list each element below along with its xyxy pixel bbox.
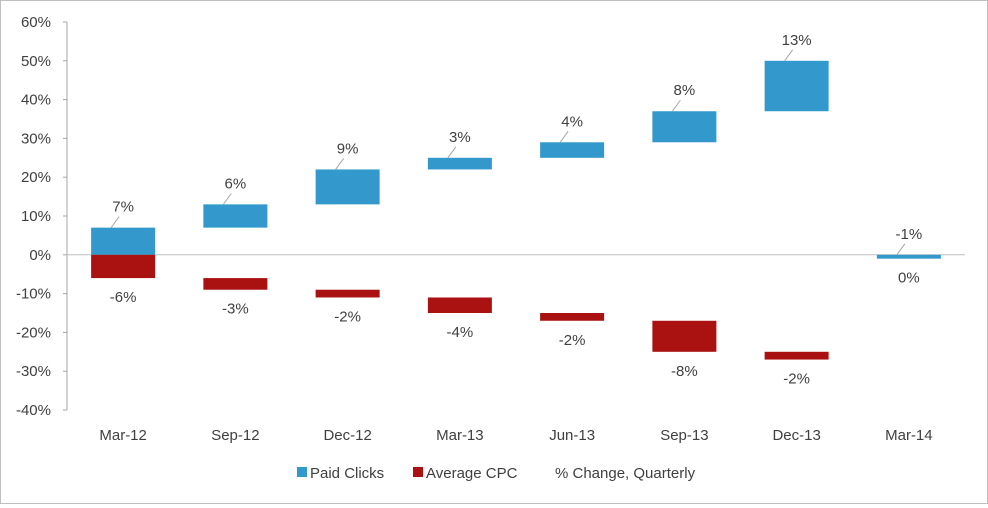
data-label-paid-clicks: 3% [449, 129, 471, 146]
axes: 60% 50% 40% 30% 20% 10% 0% -10% -20% -30% -40% Mar-… [16, 14, 965, 444]
bar-paid-clicks [91, 227, 156, 255]
leader-line [671, 99, 681, 112]
bar-paid-clicks [652, 111, 717, 143]
y-tick-label: 10% [21, 208, 51, 225]
y-tick-label: 20% [21, 169, 51, 186]
legend-note: % Change, Quarterly [555, 465, 696, 482]
bar-average-cpc [91, 254, 156, 279]
legend-label-paid-clicks: Paid Clicks [310, 465, 384, 482]
leader-line [784, 49, 794, 62]
legend: Paid Clicks Average CPC % Change, Quarte… [297, 465, 696, 482]
bar-average-cpc [315, 289, 380, 298]
data-label-paid-clicks: -1% [896, 226, 923, 243]
data-label-paid-clicks: 8% [674, 82, 696, 99]
bar-paid-clicks [427, 157, 492, 170]
x-tick-label: Mar-12 [99, 427, 147, 444]
legend-label-average-cpc: Average CPC [426, 465, 518, 482]
y-tick-label: 60% [21, 14, 51, 31]
y-tick-label: 50% [21, 53, 51, 70]
data-label-average-cpc: -2% [783, 371, 810, 388]
data-label-paid-clicks: 13% [782, 32, 812, 49]
bar-paid-clicks [764, 60, 829, 112]
x-tick-label: Jun-13 [549, 427, 595, 444]
leader-line [110, 216, 120, 228]
legend-swatch-paid-clicks [297, 467, 307, 477]
leader-line [559, 130, 569, 143]
data-label-paid-clicks: 4% [561, 113, 583, 130]
data-labels: 7% -6% 6% -3% 9% -2% 3% -4% 4% -2% 8% -8% 13% -2% -1% 0… [110, 32, 922, 388]
data-label-average-cpc: -3% [222, 301, 249, 318]
y-tick-label: -20% [16, 324, 51, 341]
bar-paid-clicks [315, 169, 380, 205]
x-tick-label: Dec-12 [323, 427, 371, 444]
data-label-average-cpc: -4% [447, 324, 474, 341]
data-label-paid-clicks: 6% [225, 175, 247, 192]
bar-paid-clicks [540, 142, 605, 158]
data-label-average-cpc: -2% [559, 332, 586, 349]
y-tick-label: 0% [29, 247, 51, 264]
x-tick-label: Mar-14 [885, 427, 933, 444]
x-tick-label: Sep-13 [660, 427, 708, 444]
data-label-paid-clicks: 7% [112, 199, 134, 216]
y-tick-label: -30% [16, 363, 51, 380]
leader-line [447, 146, 457, 159]
bar-average-cpc [764, 351, 829, 360]
x-tick-label: Dec-13 [772, 427, 820, 444]
data-label-average-cpc: -6% [110, 289, 137, 306]
y-tick-label: -40% [16, 402, 51, 419]
leader-line [335, 158, 345, 170]
x-tick-label: Sep-12 [211, 427, 259, 444]
data-label-paid-clicks: 9% [337, 140, 359, 157]
data-label-average-cpc: -2% [334, 308, 361, 325]
bar-paid-clicks [203, 204, 268, 228]
y-tick-label: -10% [16, 286, 51, 303]
bar-average-cpc [203, 278, 268, 290]
leader-line [896, 243, 906, 256]
bar-average-cpc [652, 320, 717, 352]
x-tick-label: Mar-13 [436, 427, 484, 444]
data-label-average-cpc: 0% [898, 270, 920, 287]
bar-average-cpc [540, 313, 605, 321]
data-label-average-cpc: -8% [671, 363, 698, 380]
y-tick-label: 30% [21, 130, 51, 147]
legend-swatch-average-cpc [413, 467, 423, 477]
bars [91, 60, 941, 360]
y-tick-label: 40% [21, 92, 51, 109]
leader-line [222, 193, 232, 205]
bar-paid-clicks [876, 254, 941, 259]
bar-average-cpc [427, 297, 492, 313]
